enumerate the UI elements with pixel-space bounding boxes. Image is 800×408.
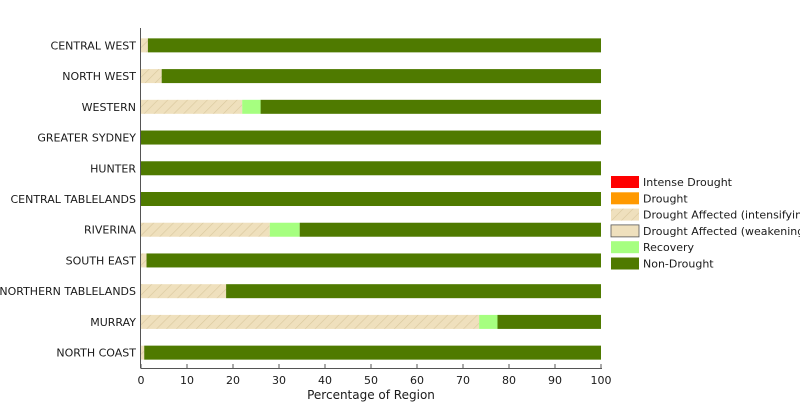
bar-segment-recovery-riverina	[269, 222, 300, 237]
bar-segment-non-drought-greater-sydney	[141, 130, 601, 145]
x-axis: 0 10 20 30 40 50 60 70 80 90 100	[138, 364, 612, 387]
y-axis: CENTRAL WEST NORTH WEST WESTERN GREATER SYD…	[0, 28, 141, 368]
x-tick-label: 20	[226, 374, 240, 387]
bar-segment-non-drought-hunter	[141, 161, 601, 176]
bar-segment-non-drought-riverina	[299, 222, 601, 237]
legend-label-drought-affected-weakening: Drought Affected (weakening)	[643, 225, 800, 238]
category-label: RIVERINA	[84, 224, 136, 237]
bar-segment-non-drought-north-coast	[144, 345, 601, 360]
bar-segment-drought-affected-intensifying-north-west	[141, 69, 162, 84]
bar-segment-recovery-murray	[479, 314, 498, 329]
legend-swatch-drought-affected-intensifying	[611, 208, 639, 221]
bar-segment-non-drought-murray	[497, 314, 601, 329]
bar-segment-non-drought-south-east	[146, 253, 601, 268]
legend-label-drought-affected-intensifying: Drought Affected (intensifying)	[643, 209, 800, 222]
legend-swatch-drought	[611, 192, 639, 205]
bar-segment-drought-affected-intensifying-north-coast	[141, 345, 145, 360]
bar-segment-non-drought-central-west	[147, 38, 601, 53]
bar-segment-drought-affected-intensifying-riverina	[141, 222, 270, 237]
category-label: HUNTER	[90, 162, 136, 175]
legend-swatch-drought-affected-weakening	[610, 224, 640, 238]
x-tick-label: 30	[272, 374, 286, 387]
plot-area	[141, 38, 601, 360]
bar-segment-drought-affected-intensifying-western	[141, 99, 243, 114]
legend-label-intense-drought: Intense Drought	[643, 176, 733, 189]
legend-label-non-drought: Non-Drought	[643, 258, 714, 271]
category-label: CENTRAL TABLELANDS	[10, 193, 136, 206]
x-tick-label: 60	[410, 374, 424, 387]
x-tick-label: 80	[502, 374, 516, 387]
legend-swatch-non-drought	[611, 257, 639, 270]
bar-segment-recovery-western	[242, 99, 261, 114]
bar-segment-drought-affected-intensifying-south-east	[141, 253, 147, 268]
category-label: CENTRAL WEST	[51, 39, 137, 52]
x-tick-label: 100	[591, 374, 612, 387]
bar-segment-non-drought-central-tablelands	[141, 192, 601, 206]
category-label: NORTH COAST	[56, 347, 136, 360]
category-label: WESTERN	[82, 101, 136, 114]
bar-segment-drought-affected-intensifying-northern-tablelands	[141, 284, 227, 299]
x-tick-label: 10	[180, 374, 194, 387]
bar-segment-drought-affected-intensifying-central-west	[141, 38, 148, 53]
category-label: GREATER SYDNEY	[37, 132, 136, 145]
bar-segment-non-drought-western	[260, 99, 601, 114]
category-label: MURRAY	[90, 316, 136, 329]
category-label: SOUTH EAST	[66, 254, 137, 267]
bar-segment-drought-affected-intensifying-murray	[141, 314, 480, 329]
category-label: NORTHERN TABLELANDS	[0, 285, 136, 298]
legend-label-drought: Drought	[643, 192, 688, 205]
legend-label-recovery: Recovery	[643, 241, 694, 254]
x-tick-label: 50	[364, 374, 378, 387]
legend: Intense Drought Drought Drought Affected (…	[610, 176, 800, 271]
x-tick-label: 0	[138, 374, 145, 387]
bar-segment-non-drought-north-west	[161, 69, 601, 84]
x-tick-label: 40	[318, 374, 332, 387]
x-tick-label: 70	[456, 374, 470, 387]
legend-swatch-intense-drought	[611, 176, 639, 188]
bar-segment-non-drought-northern-tablelands	[226, 284, 601, 299]
x-axis-title: Percentage of Region	[307, 388, 435, 402]
legend-swatch-recovery	[611, 241, 639, 254]
category-label: NORTH WEST	[62, 70, 136, 83]
x-tick-label: 90	[548, 374, 562, 387]
